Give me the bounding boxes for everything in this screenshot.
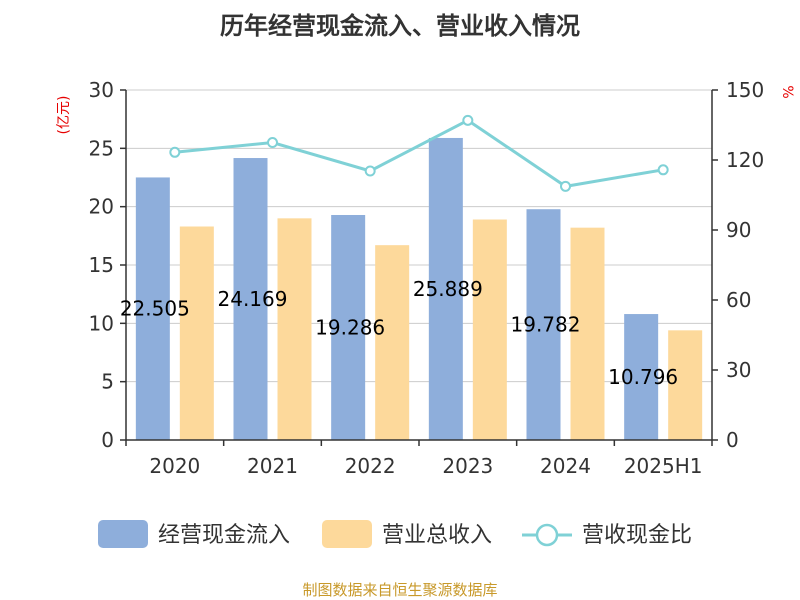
left-axis-tick-label: 20 [89,195,114,219]
legend: 经营现金流入 营业总收入 营收现金比 [98,520,692,548]
bar-revenue [668,330,703,440]
source-note: 制图数据来自恒生聚源数据库 [302,581,497,599]
right-axis-tick-label: 90 [726,218,751,242]
data-label-cash-inflow: 25.889 [413,277,483,301]
bar-cash-inflow [624,314,659,440]
x-axis-tick-label: 2020 [149,454,200,478]
left-axis-tick-label: 30 [89,78,114,102]
right-axis-tick-label: 120 [726,148,764,172]
bar-revenue [179,226,214,440]
right-axis-unit: % [779,85,795,98]
line-point-ratio [364,165,376,177]
right-axis-tick-label: 30 [726,358,751,382]
bar-revenue [472,219,507,440]
data-label-cash-inflow: 10.796 [608,365,678,389]
bar-revenue [570,227,605,440]
data-label-cash-inflow: 19.286 [315,315,385,339]
data-label-cash-inflow: 19.782 [511,313,581,337]
right-axis-tick-label: 60 [726,288,751,312]
x-axis-tick-label: 2023 [442,454,493,478]
legend-label-ratio: 营收现金比 [582,523,692,548]
left-axis-tick-label: 25 [89,136,114,160]
line-point-ratio [267,137,278,148]
x-axis-tick-label: 2025H1 [624,454,703,478]
left-axis-tick-label: 15 [89,253,114,277]
gridlines [126,89,712,383]
legend-swatch-cash-inflow [98,520,148,548]
line-point-ratio [169,146,181,158]
legend-label-cash-inflow: 经营现金流入 [158,523,290,548]
data-label-cash-inflow: 22.505 [120,297,190,321]
bar-cash-inflow [526,209,561,440]
right-axis-tick-label: 0 [726,428,739,452]
bar-series-group [135,137,703,441]
left-axis-tick-label: 10 [89,311,114,335]
left-axis-tick-label: 5 [101,370,114,394]
legend-marker-ratio [535,523,559,547]
axes: 0 5 10 15 20 25 30 0 30 60 90 120 150 2020 2021 2022 202… [89,78,765,478]
x-axis-tick-label: 2022 [345,454,396,478]
data-labels: 22.505 24.169 19.286 25.889 19.782 10.796 [120,277,678,389]
x-axis-tick-label: 2021 [247,454,298,478]
line-point-ratio [657,164,669,176]
data-label-cash-inflow: 24.169 [218,287,288,311]
bar-revenue [277,218,312,440]
bar-cash-inflow [331,214,366,440]
bar-cash-inflow [233,158,268,441]
line-point-ratio [462,114,474,126]
line-series-group [169,114,669,192]
left-axis-unit: (亿元) [56,96,72,135]
bar-revenue [375,245,410,440]
right-axis-tick-label: 150 [726,78,764,102]
line-ratio [174,118,664,188]
left-axis-tick-label: 0 [101,428,114,452]
line-point-ratio [560,180,571,192]
x-axis-tick-label: 2024 [540,454,591,478]
bar-cash-inflow [135,177,170,441]
bar-cash-inflow [428,137,463,440]
legend-swatch-revenue [322,520,372,548]
chart-title: 历年经营现金流入、营业收入情况 [220,12,580,40]
legend-label-revenue: 营业总收入 [382,523,492,548]
